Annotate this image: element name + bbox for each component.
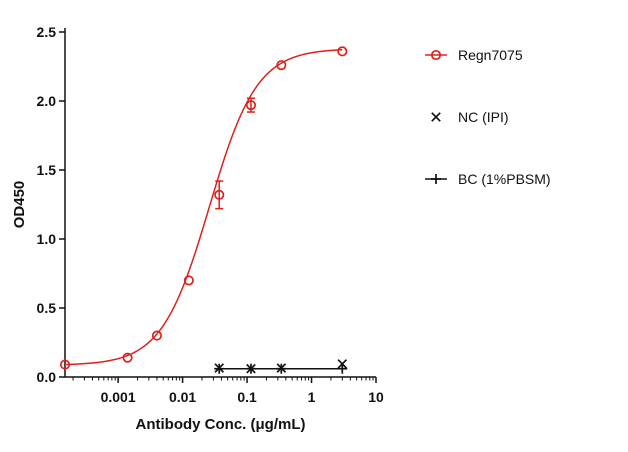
y-tick-label: 1.5 bbox=[37, 162, 57, 178]
data-point-regn7075 bbox=[214, 189, 225, 200]
data-point-bc-1-pbsm bbox=[214, 363, 225, 374]
data-point-regn7075 bbox=[59, 359, 71, 370]
data-point-regn7075 bbox=[183, 275, 194, 286]
axes-group: 0.0 0.5 1.0 1.5 2.0 2.5 0.001 0.01 0.1 1 10 bbox=[37, 24, 384, 405]
error-bar-regn7075 bbox=[215, 180, 224, 210]
legend-item-nc-ipi: NC (IPI) bbox=[431, 109, 509, 125]
data-point-bc-1-pbsm bbox=[276, 363, 287, 374]
legend-marker bbox=[431, 112, 441, 122]
data-point-bc-1-pbsm bbox=[245, 363, 256, 374]
legend-item-bc-1-pbsm: BC (1%PBSM) bbox=[425, 171, 551, 187]
y-tick-label: 2.5 bbox=[37, 24, 57, 40]
legend-marker bbox=[430, 49, 442, 61]
circle-marker bbox=[430, 49, 442, 61]
legend-label: NC (IPI) bbox=[458, 109, 509, 125]
circle-marker bbox=[337, 46, 348, 57]
x-tick-label: 0.01 bbox=[169, 389, 196, 405]
y-tick-label: 2.0 bbox=[37, 93, 57, 109]
circle-marker bbox=[122, 352, 133, 363]
fit-curves-group bbox=[64, 48, 343, 370]
legend-label: Regn7075 bbox=[458, 47, 523, 63]
circle-marker bbox=[151, 330, 162, 341]
error-bars-group bbox=[215, 97, 255, 210]
legend: Regn7075 NC (IPI) BC (1%PBSM) bbox=[425, 47, 551, 187]
circle-marker bbox=[183, 275, 194, 286]
x-marker-stroke bbox=[431, 112, 441, 122]
data-point-bc-1-pbsm bbox=[337, 363, 348, 374]
legend-label: BC (1%PBSM) bbox=[458, 171, 551, 187]
x-tick-label: 10 bbox=[368, 389, 384, 405]
circle-marker bbox=[214, 189, 225, 200]
data-point-regn7075 bbox=[337, 46, 348, 57]
x-tick-label: 0.001 bbox=[101, 389, 136, 405]
x-tick-label: 1 bbox=[308, 389, 316, 405]
data-point-regn7075 bbox=[122, 352, 133, 363]
data-points-group bbox=[59, 46, 348, 374]
data-point-regn7075 bbox=[276, 60, 287, 71]
fit-curve-regn7075 bbox=[64, 48, 343, 366]
circle-marker bbox=[245, 100, 257, 111]
data-point-regn7075 bbox=[151, 330, 162, 341]
y-axis-title: OD450 bbox=[11, 181, 28, 229]
data-point-regn7075 bbox=[245, 100, 257, 111]
y-tick-label: 1.0 bbox=[37, 231, 57, 247]
legend-marker bbox=[431, 174, 441, 184]
circle-marker bbox=[276, 60, 287, 71]
circle-marker bbox=[59, 359, 71, 370]
y-tick-label: 0.5 bbox=[37, 300, 57, 316]
legend-item-regn7075: Regn7075 bbox=[425, 47, 523, 63]
x-axis-title: Antibody Conc. (μg/mL) bbox=[136, 416, 306, 433]
y-tick-label: 0.0 bbox=[37, 369, 57, 385]
x-tick-label: 0.1 bbox=[237, 389, 257, 405]
